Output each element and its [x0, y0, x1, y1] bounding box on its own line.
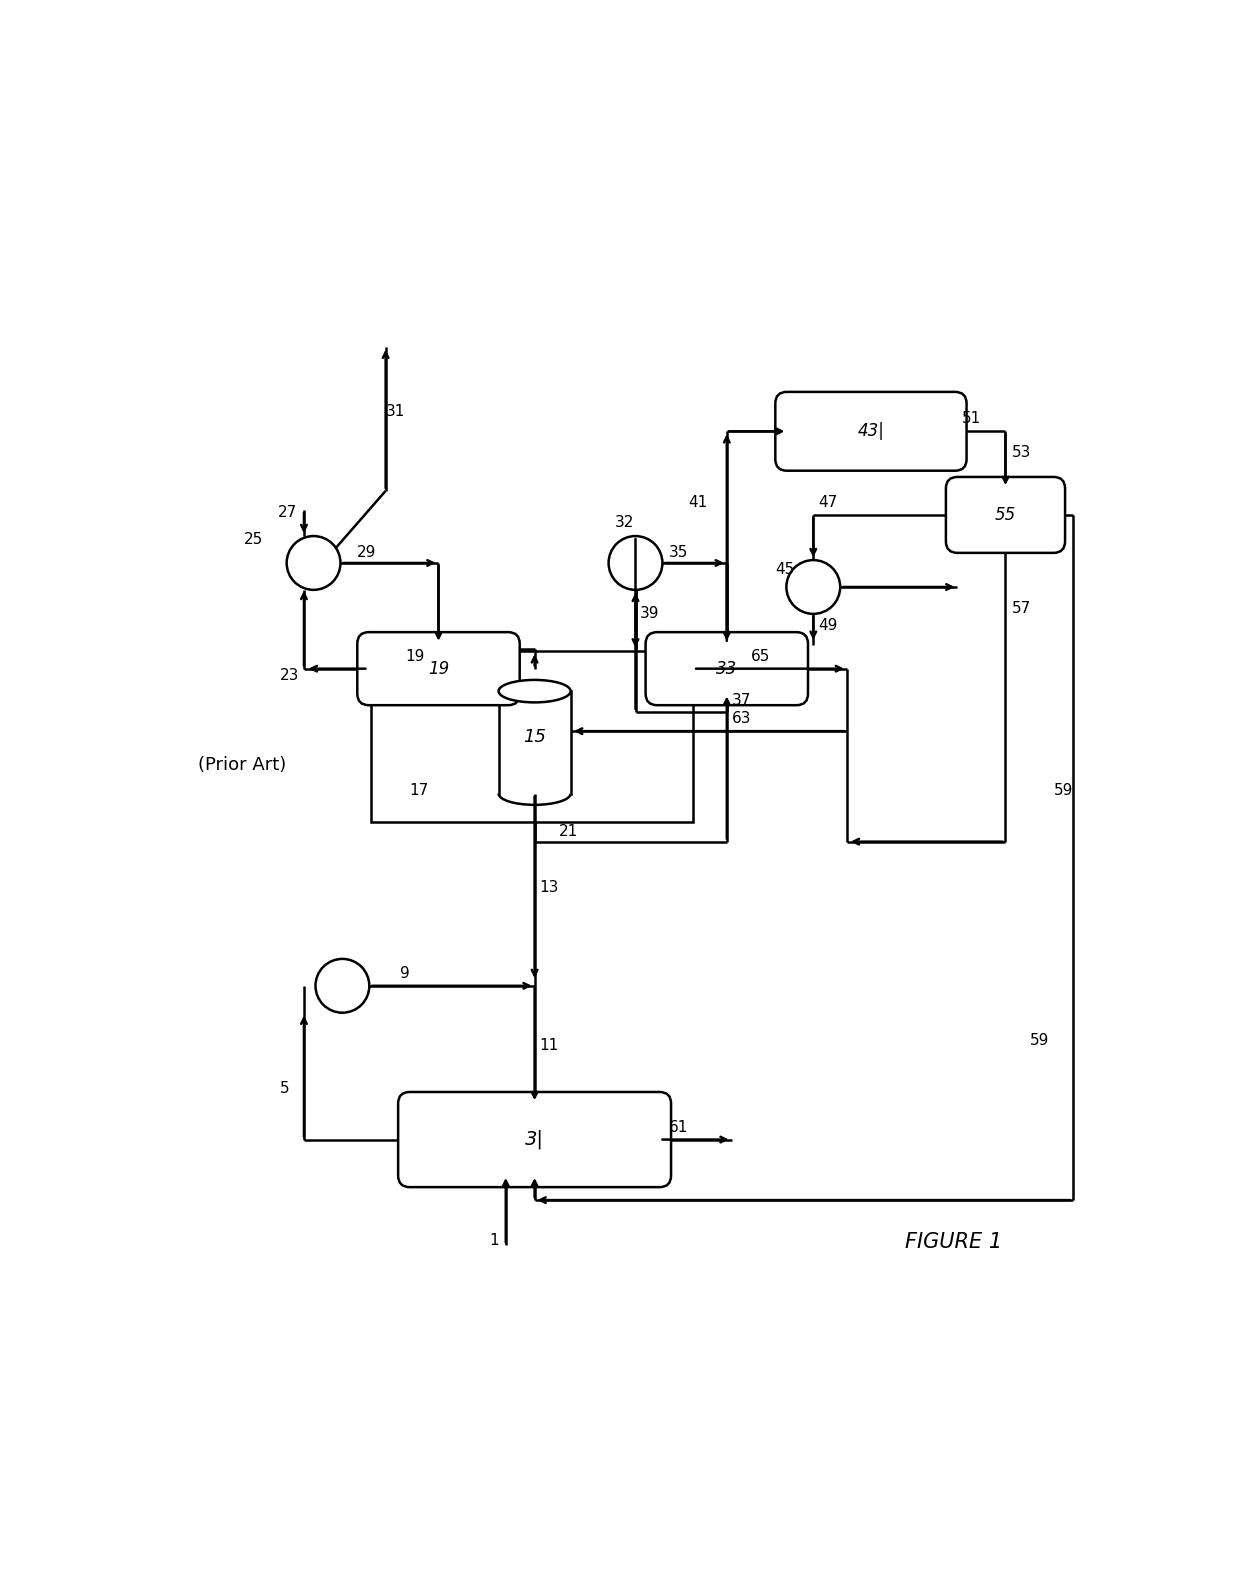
- FancyBboxPatch shape: [357, 632, 520, 705]
- Text: 63: 63: [732, 711, 751, 726]
- Text: 17: 17: [409, 784, 429, 798]
- Text: 5: 5: [280, 1081, 290, 1096]
- Text: 11: 11: [539, 1039, 559, 1053]
- Text: 3|: 3|: [525, 1130, 544, 1149]
- Text: 31: 31: [386, 403, 405, 419]
- Text: (Prior Art): (Prior Art): [198, 756, 286, 773]
- Text: 39: 39: [640, 606, 660, 621]
- Text: 21: 21: [558, 824, 578, 840]
- Circle shape: [286, 536, 341, 590]
- Text: 25: 25: [243, 531, 263, 547]
- FancyBboxPatch shape: [398, 1092, 671, 1187]
- Circle shape: [609, 536, 662, 590]
- Circle shape: [315, 960, 370, 1013]
- Text: 13: 13: [539, 879, 559, 895]
- Text: 55: 55: [994, 506, 1016, 523]
- Text: 53: 53: [1012, 446, 1032, 460]
- Text: 29: 29: [357, 545, 376, 560]
- Text: 51: 51: [962, 411, 982, 425]
- Text: 41: 41: [688, 495, 708, 511]
- Text: 65: 65: [751, 648, 770, 664]
- Text: 15: 15: [523, 727, 546, 746]
- Text: 61: 61: [670, 1119, 688, 1135]
- Text: 33: 33: [717, 659, 738, 678]
- Text: 47: 47: [818, 495, 837, 511]
- Text: FIGURE 1: FIGURE 1: [905, 1232, 1002, 1252]
- Text: 1: 1: [490, 1233, 498, 1247]
- Text: 59: 59: [1054, 784, 1073, 798]
- Text: 27: 27: [278, 504, 298, 520]
- FancyBboxPatch shape: [775, 392, 966, 471]
- Text: 23: 23: [280, 669, 299, 683]
- FancyBboxPatch shape: [946, 477, 1065, 553]
- Bar: [371, 651, 693, 822]
- Text: 37: 37: [732, 692, 751, 708]
- Ellipse shape: [498, 680, 570, 702]
- Text: 43|: 43|: [858, 422, 884, 440]
- Text: 49: 49: [818, 618, 837, 632]
- FancyBboxPatch shape: [646, 632, 808, 705]
- Text: 9: 9: [401, 966, 409, 980]
- Text: 57: 57: [1012, 601, 1032, 617]
- Circle shape: [786, 560, 841, 613]
- Text: 45: 45: [775, 563, 794, 577]
- Text: 35: 35: [670, 545, 688, 560]
- Text: 32: 32: [614, 515, 634, 530]
- Text: 19: 19: [404, 648, 424, 664]
- Text: 59: 59: [1029, 1034, 1049, 1048]
- Text: 19: 19: [428, 659, 449, 678]
